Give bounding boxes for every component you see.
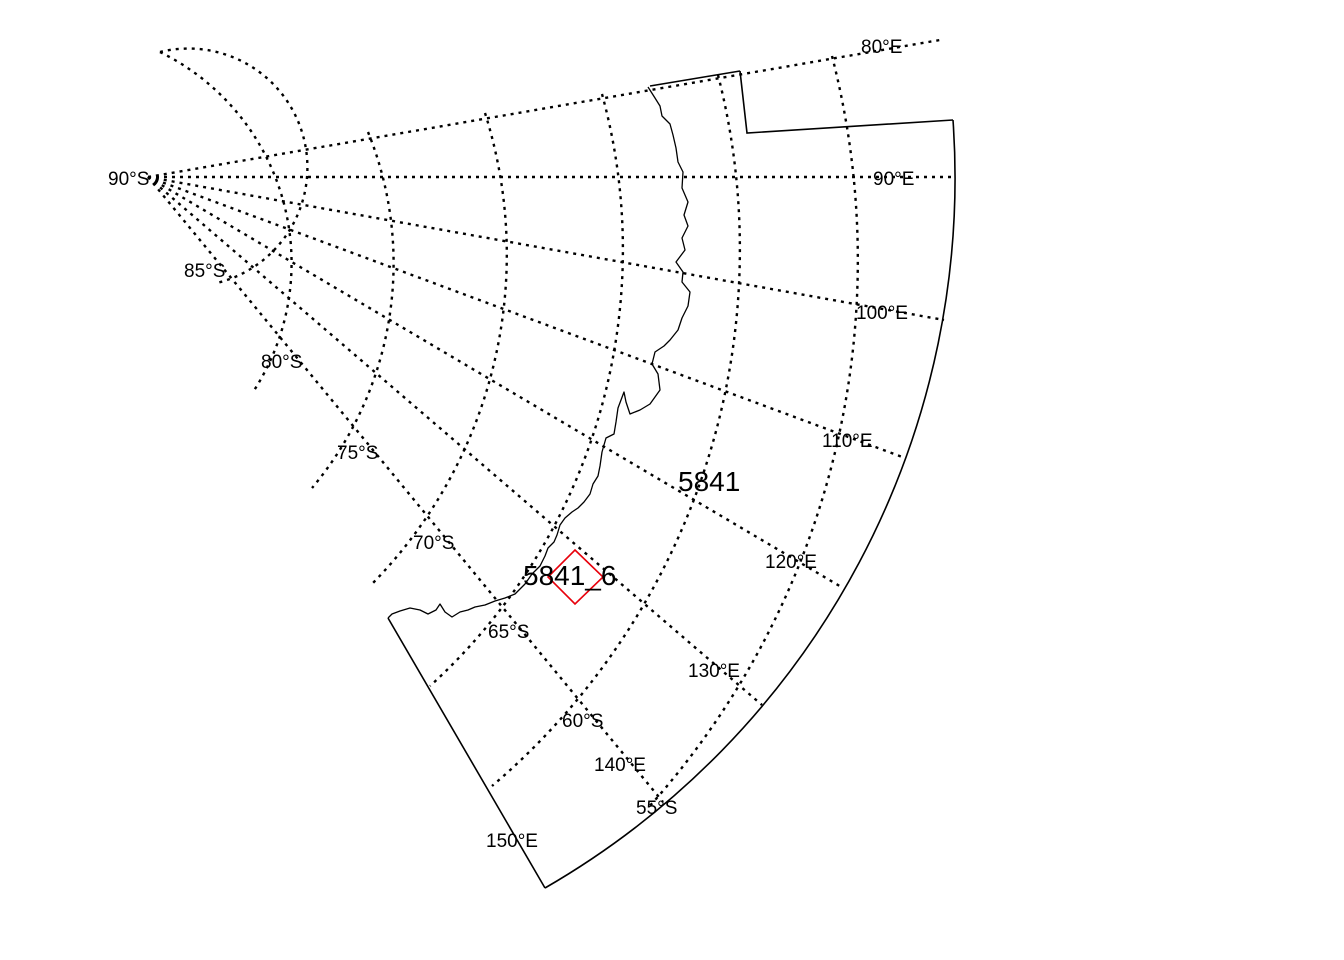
- boundary-150e-edge: [387, 617, 546, 889]
- sector-boundary: [387, 70, 956, 889]
- meridian-110e: [147, 175, 906, 460]
- lat-label-85s: 85°S: [184, 261, 225, 282]
- meridian-80e: [147, 38, 941, 179]
- lon-label-150e: 150°E: [486, 831, 538, 852]
- boundary-top-edge: [649, 70, 741, 87]
- area-label-5841-6: 5841_6: [523, 560, 616, 591]
- area-5841-6-outline: [546, 548, 605, 606]
- parallel-65s: [429, 93, 625, 687]
- lon-label-90e: 90°E: [873, 169, 914, 190]
- meridian-130e: [147, 176, 763, 706]
- lat-label-80s: 80°S: [261, 352, 302, 373]
- parallel-80s: [159, 50, 293, 393]
- area-label-5841: 5841: [678, 466, 740, 497]
- lat-label-55s: 55°S: [636, 798, 677, 819]
- meridian-100e: [147, 175, 945, 322]
- lon-label-80e: 80°E: [861, 37, 902, 58]
- parallel-75s: [311, 131, 395, 489]
- antarctic-coastline: [387, 86, 691, 619]
- meridian-140e: [147, 176, 664, 803]
- parallel-60s: [491, 74, 742, 787]
- meridian-120e: [147, 175, 844, 590]
- lon-label-140e: 140°E: [594, 755, 646, 776]
- boundary-inset-box: [739, 70, 954, 134]
- lat-label-75s: 75°S: [337, 443, 378, 464]
- lon-label-130e: 130°E: [688, 661, 740, 682]
- lon-label-100e: 100°E: [856, 303, 908, 324]
- latitude-labels: 90°S 85°S 80°S 75°S 70°S 65°S 60°S 55°S: [108, 169, 677, 819]
- lat-label-90s: 90°S: [108, 169, 149, 190]
- lat-label-60s: 60°S: [562, 711, 603, 732]
- longitude-labels: 80°E 90°E 100°E 110°E 120°E 130°E 140°E …: [486, 37, 914, 852]
- lat-label-65s: 65°S: [488, 622, 529, 643]
- parallel-70s: [369, 112, 509, 587]
- lon-label-120e: 120°E: [765, 552, 817, 573]
- parallel-85s: [159, 47, 309, 285]
- lat-label-70s: 70°S: [413, 533, 454, 554]
- graticule: [147, 38, 955, 809]
- boundary-outer-arc: [544, 119, 956, 889]
- lon-label-110e: 110°E: [822, 431, 873, 452]
